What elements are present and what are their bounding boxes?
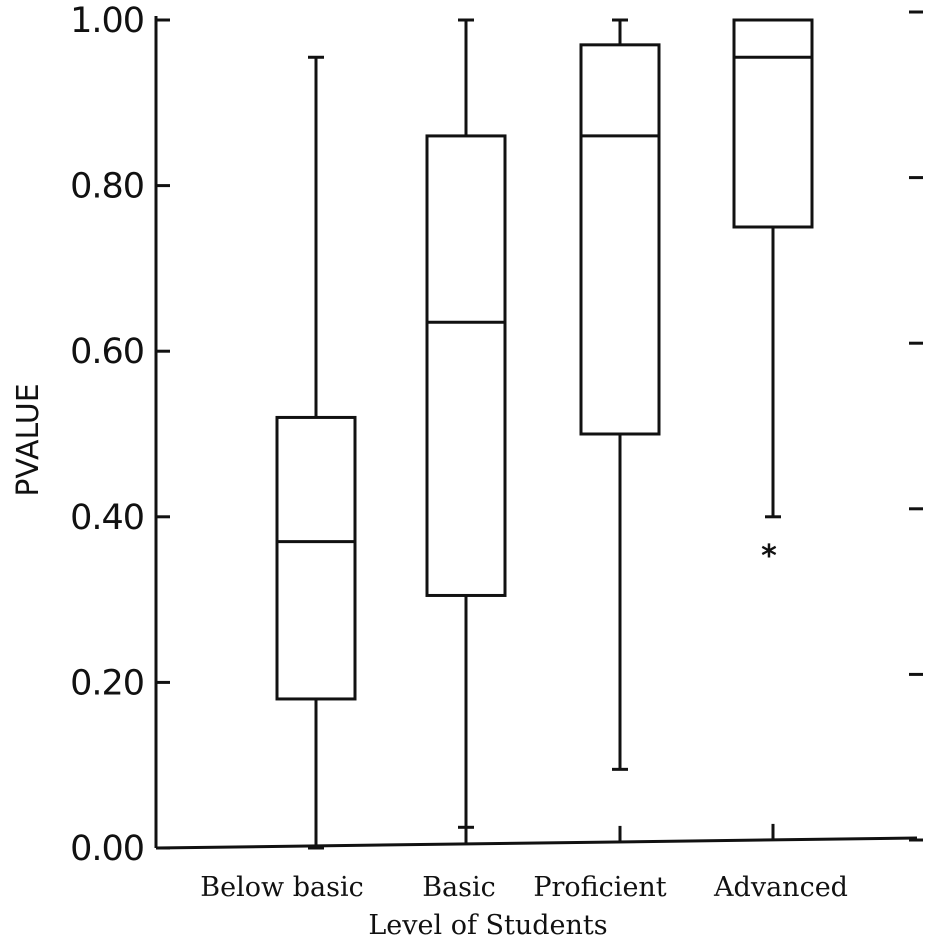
x-tick-label: Basic <box>422 872 496 903</box>
y-tick-label: 0.60 <box>70 332 144 372</box>
y-tick-label: 0.80 <box>70 167 144 207</box>
y-tick-label: 1.00 <box>70 1 144 41</box>
y-tick-label: 0.40 <box>70 498 144 538</box>
x-tick-label: Below basic <box>200 872 363 903</box>
y-axis-label: PVALUE <box>11 383 46 496</box>
y-tick-label: 0.20 <box>70 663 144 703</box>
box-iqr <box>732 18 814 229</box>
x-ticks: Below basic Basic Proficient Advanced <box>200 823 848 903</box>
box-iqr <box>275 415 357 701</box>
chart-axes <box>154 16 918 850</box>
box-plot-item <box>579 18 661 771</box>
x-axis-label: Level of Students <box>368 910 607 941</box>
box-iqr <box>425 134 507 597</box>
outlier-point: * <box>761 539 777 574</box>
box-iqr <box>579 43 661 436</box>
x-axis-line <box>155 836 918 850</box>
y-ticks: 0.00 0.20 0.40 0.60 0.80 1.00 <box>70 1 923 869</box>
x-tick-label: Proficient <box>533 872 666 903</box>
box-plot-item: * <box>732 18 814 574</box>
x-tick-label: Advanced <box>713 872 848 903</box>
box-series: * <box>275 18 814 850</box>
y-tick-label: 0.00 <box>70 829 144 869</box>
box-plot-item <box>425 18 507 829</box>
box-plot-item <box>275 55 357 850</box>
